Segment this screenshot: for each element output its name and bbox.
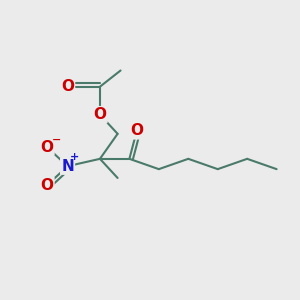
Text: O: O (93, 107, 106, 122)
Text: O: O (61, 79, 74, 94)
Text: −: − (52, 135, 61, 145)
Text: N: N (61, 159, 74, 174)
Text: O: O (40, 140, 53, 154)
Text: O: O (40, 178, 53, 193)
Text: O: O (130, 123, 143, 138)
Text: +: + (70, 152, 80, 162)
